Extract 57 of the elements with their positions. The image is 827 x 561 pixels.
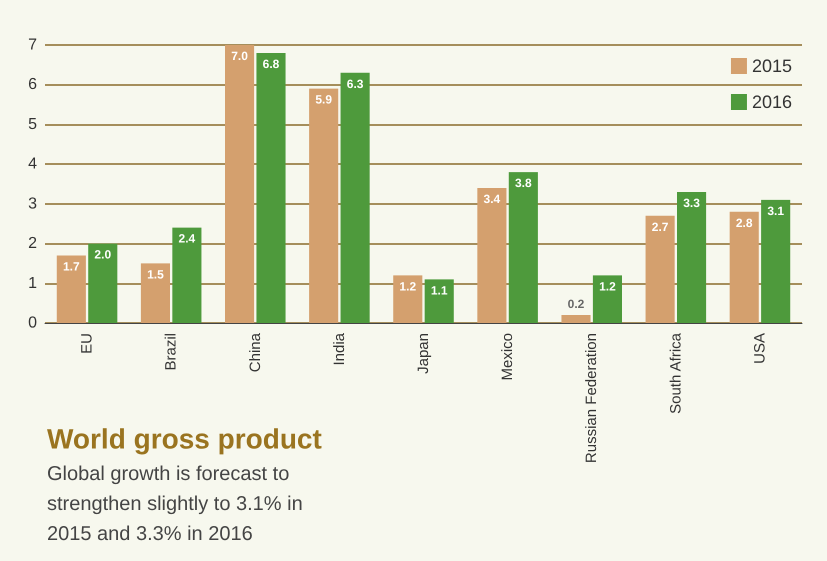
bar (172, 228, 202, 323)
x-tick-label: EU (78, 333, 96, 354)
x-tick-label: South Africa (667, 332, 684, 414)
x-tick-label: Japan (415, 333, 432, 374)
x-tick-label: China (246, 332, 264, 372)
data-label: 3.8 (514, 176, 532, 190)
bar (256, 52, 286, 323)
bar (140, 263, 170, 323)
data-label: 2.0 (94, 248, 112, 262)
x-tick-label: India (330, 332, 348, 366)
data-label: 2.7 (652, 220, 669, 234)
bar (56, 255, 86, 323)
y-tick-label: 2 (28, 235, 38, 252)
bar (393, 275, 422, 323)
data-label: 0.2 (568, 297, 585, 312)
legend-label: 2016 (752, 92, 792, 112)
bar (646, 216, 675, 323)
legend-label: 2015 (752, 56, 792, 76)
y-tick-label: 0 (28, 314, 38, 332)
data-label: 6.3 (346, 76, 364, 91)
bar (424, 279, 454, 323)
data-label: 2.4 (178, 232, 196, 246)
data-label: 3.4 (484, 192, 501, 206)
data-label: 2.8 (736, 216, 753, 230)
bar (761, 200, 790, 323)
bar (730, 212, 759, 323)
bar (561, 315, 591, 323)
data-label: 6.8 (262, 56, 280, 71)
text: World gross product (47, 424, 322, 454)
data-label: 5.9 (315, 92, 332, 107)
bar (309, 88, 338, 323)
x-tick-label: Mexico (499, 333, 516, 381)
y-tick-label: 1 (28, 274, 38, 292)
bar (225, 45, 254, 323)
data-label: 1.2 (399, 279, 416, 294)
x-tick-label: Brazil (162, 333, 180, 371)
data-label: 3.3 (683, 196, 700, 210)
bar (677, 192, 706, 323)
bar (592, 275, 622, 323)
bar (508, 172, 538, 323)
y-tick-label: 3 (28, 195, 38, 212)
data-label: 3.1 (767, 204, 784, 218)
bar (88, 244, 118, 323)
text: Global growth is forecast to strengthen slightly to 3.1% in 2015 and 3.3% in 2016 (47, 463, 303, 545)
y-tick-label: 5 (28, 116, 38, 133)
data-label: 7.0 (231, 49, 248, 63)
data-label: 1.1 (430, 283, 448, 298)
x-tick-label: USA (751, 333, 768, 364)
y-tick-label: 6 (28, 76, 38, 94)
bar (340, 72, 370, 323)
data-label: 1.7 (62, 259, 80, 274)
data-label: 1.2 (599, 279, 616, 294)
data-label: 1.5 (147, 267, 164, 282)
x-tick-label: Russian Federation (583, 333, 600, 464)
y-tick-label: 4 (28, 156, 38, 173)
bar (477, 188, 506, 323)
y-tick-label: 7 (28, 36, 38, 54)
